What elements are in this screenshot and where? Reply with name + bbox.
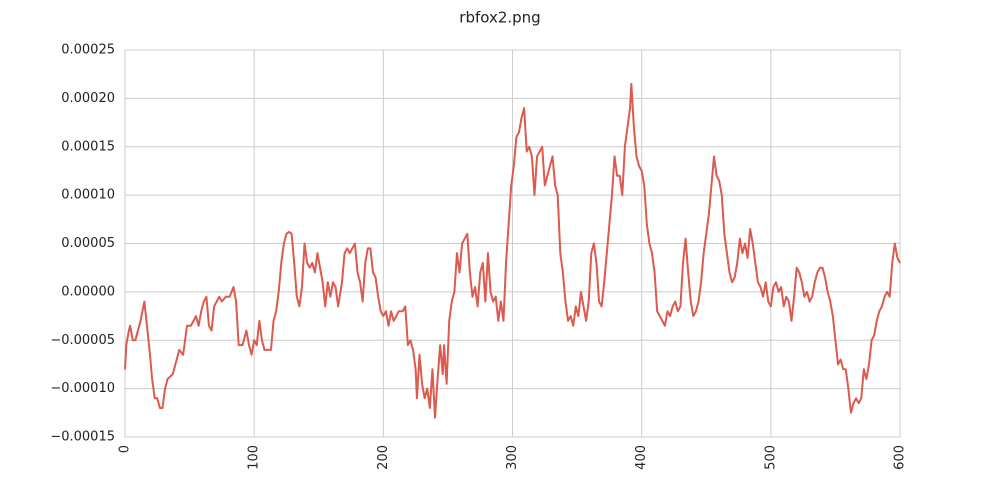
y-tick-label: 0.00000 [61, 284, 115, 299]
x-tick-label: 400 [634, 445, 649, 470]
x-tick-label: 600 [893, 445, 908, 470]
x-tick-label: 300 [505, 445, 520, 470]
x-tick-label: 0 [118, 445, 133, 453]
x-tick-label: 200 [376, 445, 391, 470]
y-tick-label: −0.00015 [50, 430, 115, 445]
y-tick-label: −0.00005 [50, 333, 115, 348]
y-tick-label: −0.00010 [50, 381, 115, 396]
y-tick-label: 0.00015 [61, 139, 115, 154]
y-tick-label: 0.00025 [61, 43, 115, 58]
y-tick-label: 0.00005 [61, 236, 115, 251]
x-tick-label: 500 [763, 445, 778, 470]
y-tick-label: 0.00010 [61, 188, 115, 203]
data-line [124, 82, 901, 419]
x-tick-label: 100 [247, 445, 262, 470]
y-tick-label: 0.00020 [61, 91, 115, 106]
chart-title: rbfox2.png [459, 9, 540, 27]
